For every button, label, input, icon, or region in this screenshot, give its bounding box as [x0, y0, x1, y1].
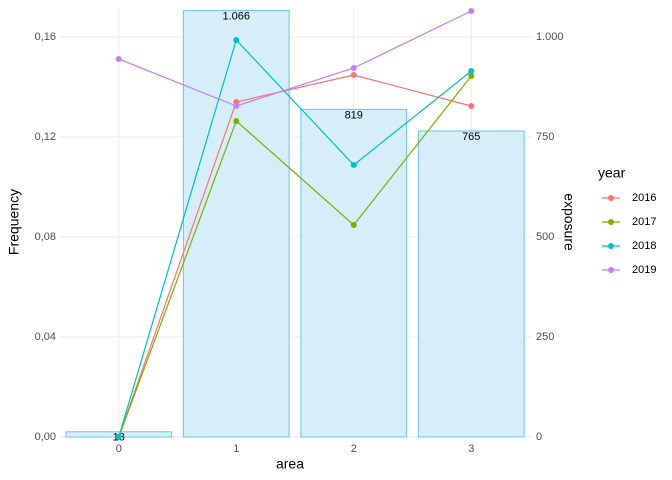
point — [233, 103, 240, 109]
bar — [300, 108, 408, 438]
line — [118, 75, 472, 438]
y-tick-label: 0,04 — [35, 331, 56, 343]
line — [118, 38, 472, 438]
x-tick-label: 2 — [351, 443, 357, 455]
x-tick-label: 1 — [233, 443, 239, 455]
legend-marker — [608, 267, 614, 273]
point — [115, 434, 122, 440]
y2-tick-label: 1.000 — [536, 31, 564, 43]
bar — [417, 130, 525, 438]
line — [118, 10, 472, 107]
legend-label: 2018 — [632, 240, 656, 252]
point — [468, 103, 475, 109]
legend-label: 2017 — [632, 216, 656, 228]
x-axis-title: area — [276, 456, 304, 472]
point — [468, 73, 475, 79]
y2-tick-label: 500 — [536, 231, 554, 243]
legend-marker — [608, 219, 614, 225]
value-label: 765 — [462, 131, 480, 143]
y-tick-label: 0,08 — [35, 231, 56, 243]
y-tick-label: 0,16 — [35, 31, 56, 43]
value-label: 819 — [345, 109, 363, 121]
bar — [182, 10, 290, 438]
x-tick-label: 3 — [468, 443, 474, 455]
line — [118, 74, 472, 438]
y-tick-label: 0,00 — [35, 431, 56, 443]
point — [350, 162, 357, 168]
point — [115, 56, 122, 62]
y-tick-label: 0,12 — [35, 131, 56, 143]
point — [350, 65, 357, 71]
point — [233, 118, 240, 124]
legend-marker — [608, 243, 614, 249]
y2-tick-label: 250 — [536, 331, 554, 343]
value-label: 1.066 — [222, 11, 250, 23]
y-axis-title: Frequency — [6, 189, 22, 255]
point — [350, 72, 357, 78]
legend-label: 2019 — [632, 264, 656, 276]
legend-title: year — [598, 165, 626, 181]
y2-axis-title: exposure — [561, 193, 577, 251]
y2-tick-label: 750 — [536, 131, 554, 143]
point — [468, 8, 475, 14]
legend-label: 2016 — [632, 192, 656, 204]
legend-marker — [608, 195, 614, 201]
point — [233, 37, 240, 43]
point — [468, 68, 475, 74]
x-tick-label: 0 — [116, 443, 122, 455]
point — [350, 222, 357, 228]
y2-tick-label: 0 — [536, 431, 542, 443]
